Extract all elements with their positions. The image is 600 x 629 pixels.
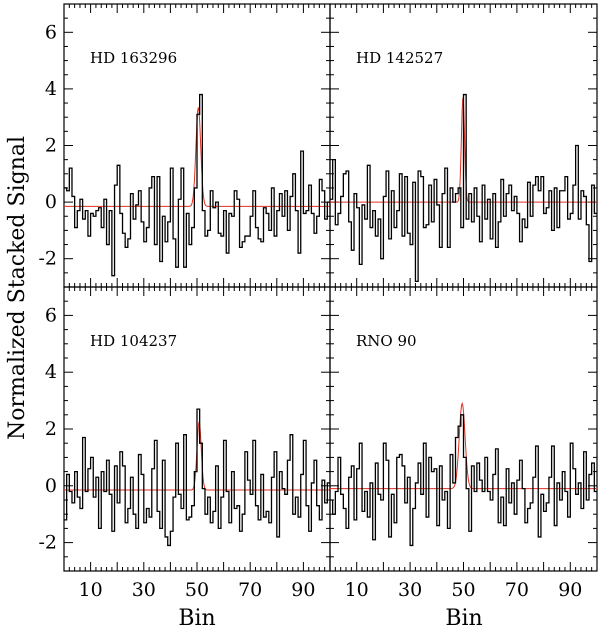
x-tick-label: 10 — [345, 579, 369, 601]
x-tick-label: 30 — [132, 579, 156, 601]
x-axis-title-right: Bin — [445, 606, 482, 629]
panels-layer: -2 0 2 4 6 HD 163296 HD 142527 -2 0 2 4 6 10 30 50 70 90… — [38, 3, 598, 601]
y-tick-label: 2 — [45, 418, 57, 440]
y-tick-label: -2 — [38, 532, 57, 554]
signal-step-line — [330, 93, 597, 282]
panel-data — [330, 401, 597, 547]
y-tick-label: 0 — [45, 191, 57, 213]
y-tick-label: 6 — [45, 304, 57, 326]
panel-2: HD 142527 — [329, 3, 598, 288]
signal-step-line — [64, 93, 330, 277]
y-tick-label: 6 — [45, 21, 57, 43]
x-tick-label: 90 — [291, 579, 315, 601]
x-tick-label: 30 — [398, 579, 422, 601]
panel-data — [64, 93, 330, 277]
panel-3: -2 0 2 4 6 10 30 50 70 90 HD 104237 — [38, 286, 331, 601]
x-tick-label: 50 — [451, 579, 475, 601]
panel-label: HD 142527 — [356, 49, 443, 67]
signal-step-line — [64, 408, 330, 547]
panel-label: HD 104237 — [90, 332, 177, 350]
y-tick-label: 2 — [45, 135, 57, 157]
panel-data — [64, 408, 330, 547]
y-tick-label: 0 — [45, 475, 57, 497]
y-tick-label: 4 — [45, 361, 57, 383]
y-tick-label: -2 — [38, 248, 57, 270]
x-axis-title-left: Bin — [178, 606, 215, 629]
y-axis-title: Normalized Stacked Signal — [5, 136, 30, 440]
y-tick-label: 4 — [45, 78, 57, 100]
x-tick-label: 70 — [505, 579, 529, 601]
panel-label: RNO 90 — [356, 332, 417, 350]
x-tick-label: 90 — [558, 579, 582, 601]
x-tick-label: 50 — [185, 579, 209, 601]
panel-label: HD 163296 — [90, 49, 177, 67]
signal-step-line — [330, 414, 597, 547]
fit-line — [330, 401, 597, 490]
panel-1: -2 0 2 4 6 HD 163296 — [38, 3, 331, 288]
panel-4: 10 30 50 70 90 RNO 90 — [329, 286, 598, 601]
x-tick-label: 70 — [238, 579, 262, 601]
panel-data — [330, 93, 597, 282]
x-tick-label: 10 — [79, 579, 103, 601]
